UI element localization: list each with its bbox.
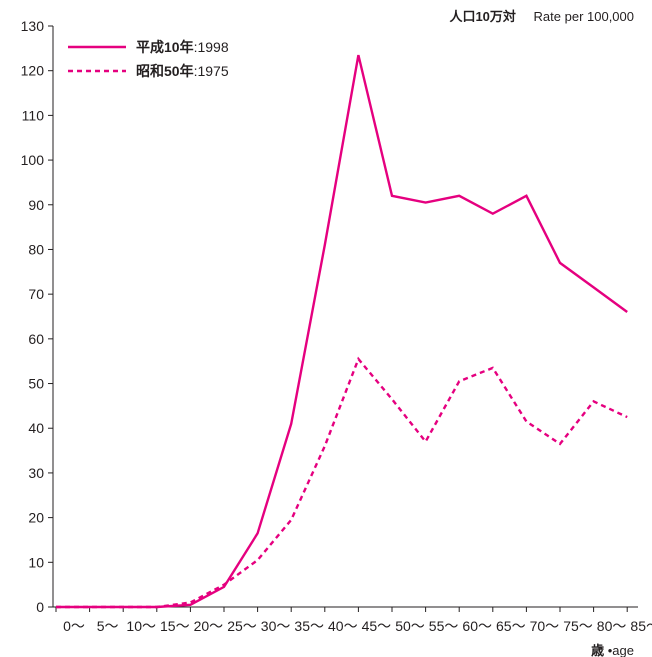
y-tick-label: 80 [28, 241, 44, 257]
x-axis-title-jp: 歳 [591, 643, 604, 657]
legend-label-en: :1975 [194, 63, 229, 79]
legend-label-jp: 昭和50年 [136, 63, 194, 79]
x-tick-label: 30～ [261, 618, 291, 634]
y-tick-label: 90 [28, 197, 44, 213]
x-tick-label: 55～ [429, 618, 459, 634]
axes [52, 26, 638, 608]
x-tick-label: 70～ [530, 618, 560, 634]
unit-label-en: Rate per 100,000 [534, 9, 634, 24]
x-tick-label: 60～ [462, 618, 492, 634]
y-tick-label: 70 [28, 286, 44, 302]
y-tick-label: 120 [21, 63, 45, 79]
y-tick-label: 0 [36, 599, 44, 615]
unit-label: 人口10万対 Rate per 100,000 [449, 9, 634, 24]
x-tick-label: 25～ [227, 618, 257, 634]
legend-label-en: :1998 [194, 39, 229, 55]
series-group [56, 54, 628, 609]
x-tick-label: 65～ [496, 618, 526, 634]
x-tick-label: 80～ [597, 618, 627, 634]
x-tick-label: 35～ [294, 618, 324, 634]
x-tick-label: 75～ [563, 618, 593, 634]
y-tick-label: 40 [28, 420, 44, 436]
x-tick-label: 10～ [126, 618, 156, 634]
x-tick-label: 5～ [97, 618, 119, 634]
x-tick-label: 15～ [160, 618, 190, 634]
series-line-0 [56, 54, 628, 609]
y-tick-label: 20 [28, 510, 44, 526]
y-tick-label: 50 [28, 376, 44, 392]
legend-label-1: 昭和50年:1975 [136, 63, 229, 79]
x-tick-label: 0～ [63, 618, 85, 634]
series-line-1 [56, 356, 628, 609]
y-axis-ticks: 0 10 20 30 40 50 60 70 80 90 100 110 120 130 [21, 18, 53, 615]
y-tick-label: 60 [28, 331, 44, 347]
y-tick-label: 10 [28, 554, 44, 570]
x-tick-label: 50～ [395, 618, 425, 634]
y-tick-label: 100 [21, 152, 45, 168]
y-tick-label: 30 [28, 465, 44, 481]
x-tick-label: 40～ [328, 618, 358, 634]
x-axis-title-en: •age [608, 643, 634, 657]
x-axis-title: 歳 •age [591, 643, 634, 657]
legend-label-0: 平成10年:1998 [136, 39, 229, 55]
x-tick-label: 20～ [194, 618, 224, 634]
y-tick-label: 130 [21, 18, 45, 34]
unit-label-jp: 人口10万対 [449, 9, 515, 24]
x-tick-label: 45～ [362, 618, 392, 634]
x-axis-ticks: 0～ 5～ 10～ 15～ 20～ 25～ 30～ 35～ 40～ 45～ 50～ 55～ 60～ 65～… [55, 607, 652, 634]
x-tick-label: 85～ [630, 618, 652, 634]
y-tick-label: 110 [22, 107, 45, 123]
legend-label-jp: 平成10年 [136, 39, 194, 55]
